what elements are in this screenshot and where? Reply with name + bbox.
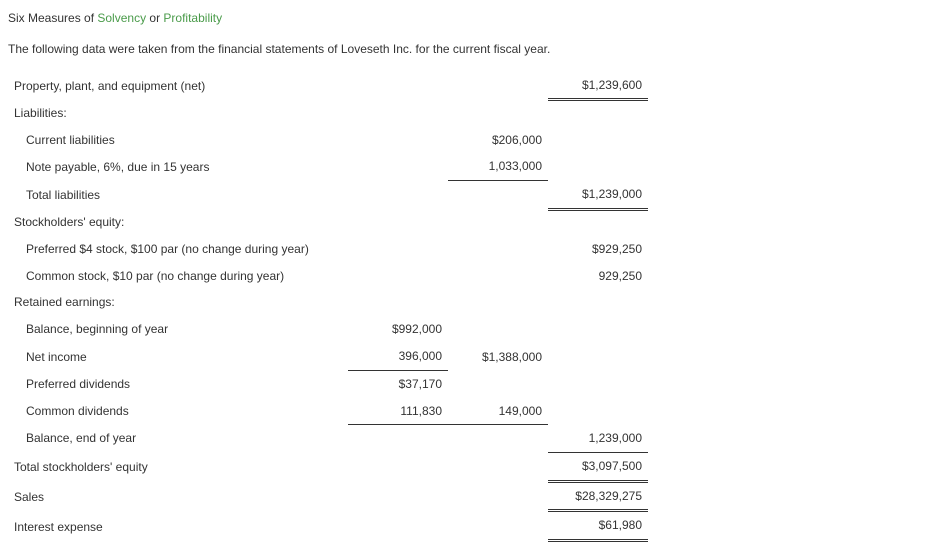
table-row: Stockholders' equity: — [8, 209, 648, 236]
sales-label: Sales — [8, 481, 348, 511]
page-title: Six Measures of Solvency or Profitabilit… — [8, 10, 929, 27]
title-solvency: Solvency — [97, 11, 146, 25]
balance-begin-value: $992,000 — [348, 316, 448, 343]
balance-end-value: 1,239,000 — [548, 425, 648, 452]
table-row: Preferred dividends $37,170 — [8, 370, 648, 397]
pref-div-label: Preferred dividends — [8, 370, 348, 397]
table-row: Total liabilities $1,239,000 — [8, 181, 648, 209]
sales-value: $28,329,275 — [548, 481, 648, 511]
common-stock-label: Common stock, $10 par (no change during … — [8, 263, 348, 290]
table-row: Balance, end of year 1,239,000 — [8, 425, 648, 452]
intro-text: The following data were taken from the f… — [8, 41, 929, 58]
title-profitability: Profitability — [163, 11, 222, 25]
retained-earnings-label: Retained earnings: — [8, 289, 348, 316]
interest-exp-value: $61,980 — [548, 511, 648, 541]
balance-end-label: Balance, end of year — [8, 425, 348, 452]
net-income-subtotal: $1,388,000 — [448, 343, 548, 370]
table-row: Common stock, $10 par (no change during … — [8, 263, 648, 290]
common-stock-value: 929,250 — [548, 263, 648, 290]
balance-begin-label: Balance, beginning of year — [8, 316, 348, 343]
total-liab-value: $1,239,000 — [548, 181, 648, 209]
table-row: Net income 396,000 $1,388,000 — [8, 343, 648, 370]
title-mid: or — [146, 11, 163, 25]
note-payable-value: 1,033,000 — [448, 153, 548, 180]
current-liab-value: $206,000 — [448, 127, 548, 154]
table-row: Liabilities: — [8, 100, 648, 127]
preferred-stock-label: Preferred $4 stock, $100 par (no change … — [8, 236, 348, 263]
note-payable-label: Note payable, 6%, due in 15 years — [8, 153, 348, 180]
ppe-label: Property, plant, and equipment (net) — [8, 72, 348, 100]
table-row: Current liabilities $206,000 — [8, 127, 648, 154]
se-label: Stockholders' equity: — [8, 209, 348, 236]
total-se-label: Total stockholders' equity — [8, 452, 348, 481]
interest-exp-label: Interest expense — [8, 511, 348, 541]
net-income-value: 396,000 — [348, 343, 448, 370]
table-row: Common dividends 111,830 149,000 — [8, 398, 648, 425]
table-row: Note payable, 6%, due in 15 years 1,033,… — [8, 153, 648, 180]
table-row: Sales $28,329,275 — [8, 481, 648, 511]
pref-div-value: $37,170 — [348, 370, 448, 397]
total-liab-label: Total liabilities — [8, 181, 348, 209]
total-se-value: $3,097,500 — [548, 452, 648, 481]
table-row: Total stockholders' equity $3,097,500 — [8, 452, 648, 481]
table-row: Interest expense $61,980 — [8, 511, 648, 541]
net-income-label: Net income — [8, 343, 348, 370]
title-prefix: Six Measures of — [8, 11, 97, 25]
liabilities-label: Liabilities: — [8, 100, 348, 127]
table-row: Property, plant, and equipment (net) $1,… — [8, 72, 648, 100]
com-div-label: Common dividends — [8, 398, 348, 425]
ppe-value: $1,239,600 — [548, 72, 648, 100]
table-row: Balance, beginning of year $992,000 — [8, 316, 648, 343]
preferred-stock-value: $929,250 — [548, 236, 648, 263]
financial-table: Property, plant, and equipment (net) $1,… — [8, 72, 648, 543]
current-liab-label: Current liabilities — [8, 127, 348, 154]
table-row: Retained earnings: — [8, 289, 648, 316]
com-div-value: 111,830 — [348, 398, 448, 425]
table-row: Preferred $4 stock, $100 par (no change … — [8, 236, 648, 263]
com-div-subtotal: 149,000 — [448, 398, 548, 425]
